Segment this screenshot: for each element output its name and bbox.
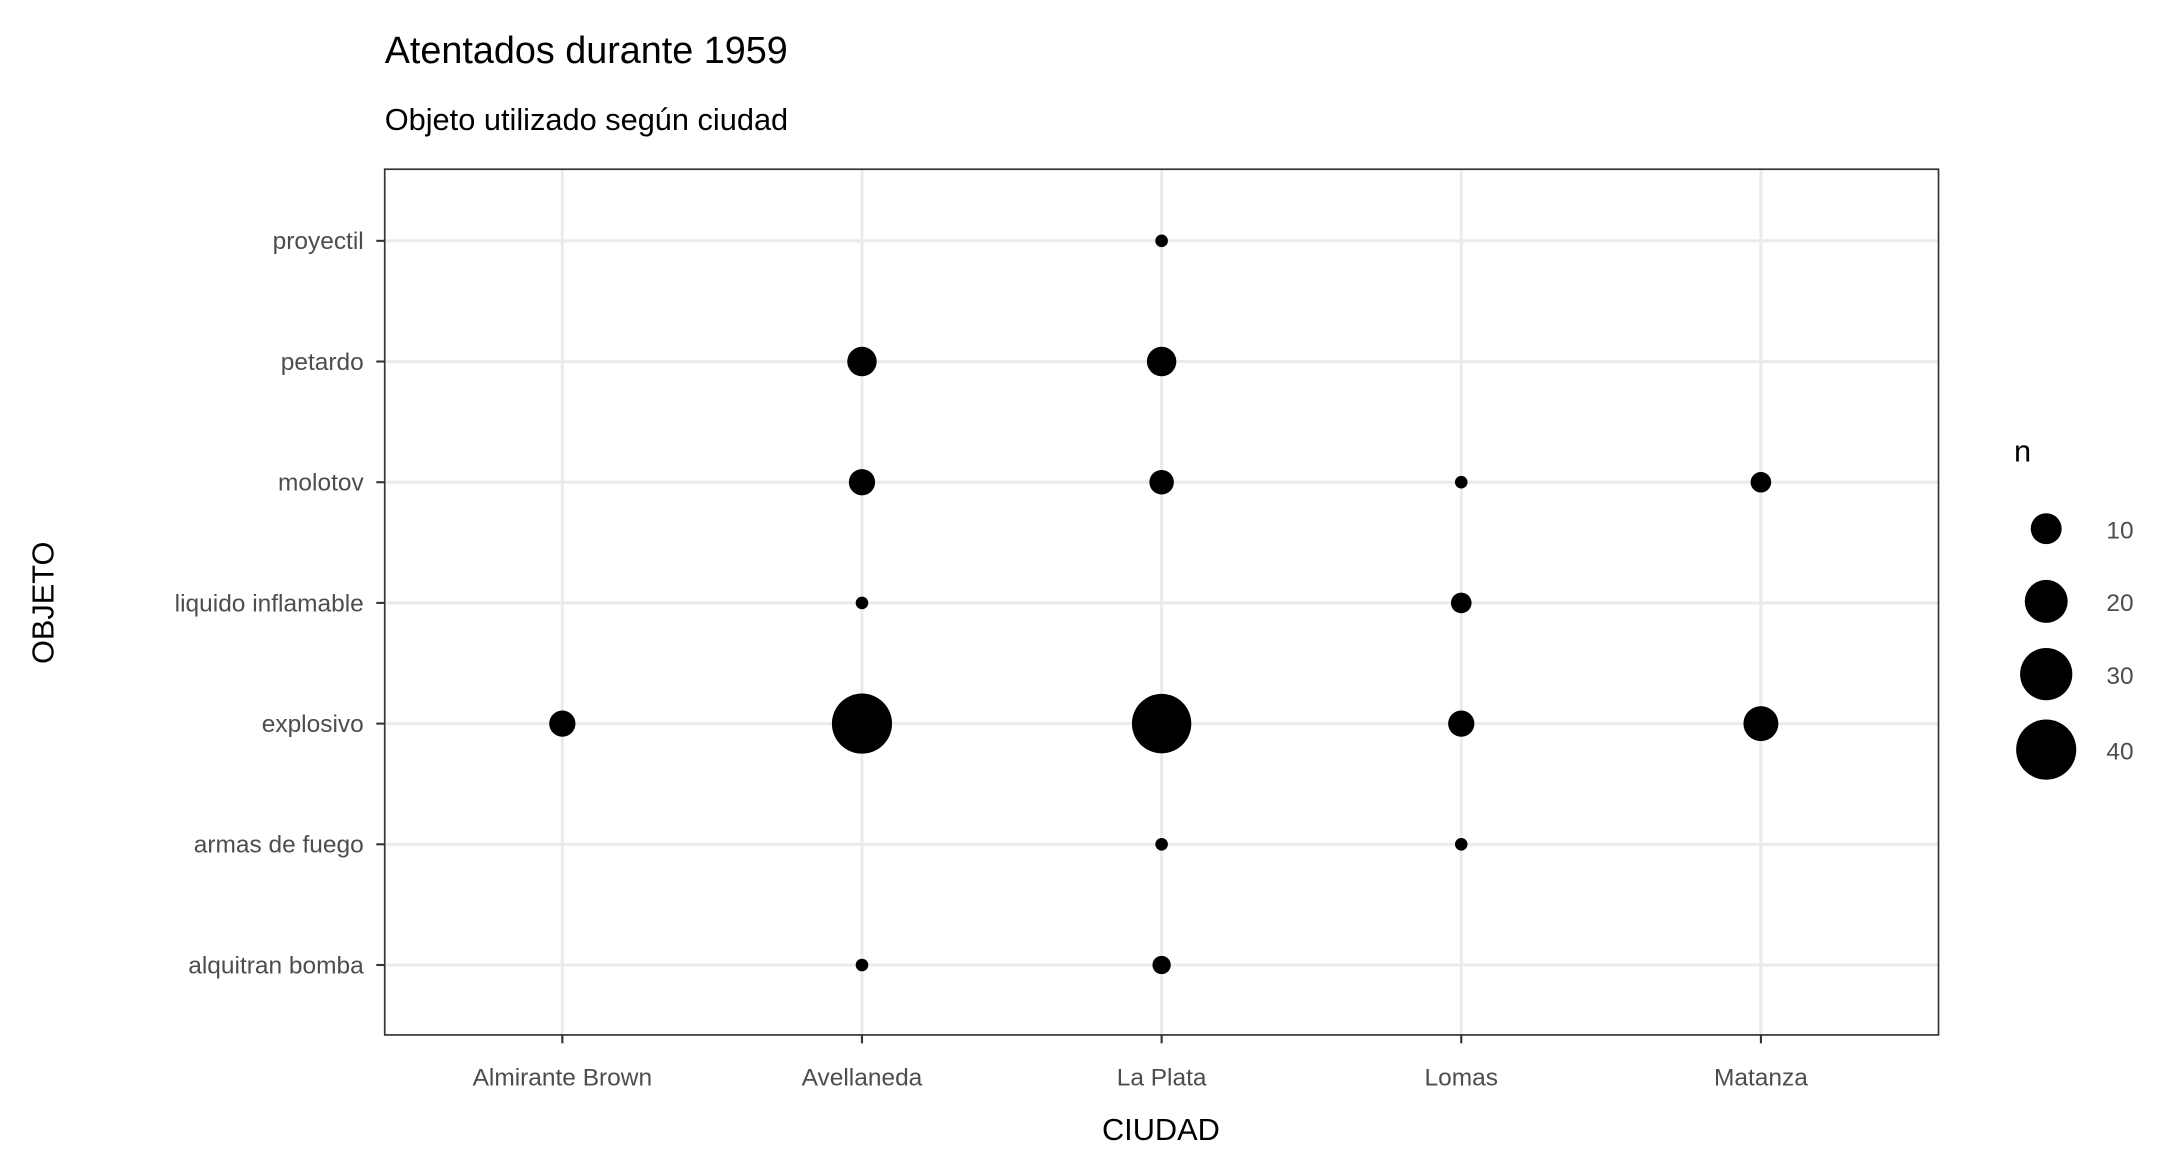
y-tick-label: liquido inflamable: [175, 590, 364, 617]
y-tick-label: molotov: [278, 470, 364, 497]
y-tick-label: proyectil: [273, 228, 364, 255]
x-axis-title: CIUDAD: [1102, 1112, 1220, 1147]
data-point: [1149, 469, 1174, 495]
chart-subtitle: Objeto utilizado según ciudad: [385, 102, 788, 137]
data-point: [549, 710, 576, 737]
y-axis-title: OBJETO: [25, 542, 60, 664]
points: [549, 234, 1779, 975]
y-tick-label: alquitran bomba: [188, 952, 364, 979]
legend-key: [2024, 579, 2068, 623]
data-point: [831, 693, 893, 754]
x-tick-label: Almirante Brown: [473, 1064, 653, 1091]
data-point: [1152, 955, 1171, 975]
legend-label: 40: [2106, 738, 2133, 765]
legend-label: 30: [2106, 663, 2133, 690]
data-point: [1743, 706, 1779, 742]
data-point: [855, 596, 869, 610]
legend-key: [2020, 647, 2073, 701]
grid: [384, 169, 1939, 1035]
x-tick-label: Avellaneda: [802, 1064, 923, 1091]
x-tick-label: La Plata: [1117, 1064, 1207, 1091]
size-legend: n 10 20 30 40: [2014, 434, 2134, 780]
legend-label: 10: [2106, 517, 2133, 544]
chart-title: Atentados durante 1959: [385, 30, 788, 72]
legend-label: 20: [2106, 590, 2133, 617]
legend-title: n: [2014, 434, 2031, 469]
legend-key: [2016, 719, 2077, 780]
data-point: [847, 346, 877, 377]
data-point: [1131, 693, 1192, 754]
x-tick-label: Lomas: [1425, 1064, 1498, 1091]
data-point: [1750, 471, 1772, 493]
data-point: [1155, 838, 1168, 851]
data-point: [1454, 475, 1468, 489]
data-point: [855, 958, 869, 972]
data-point: [848, 469, 876, 496]
data-point: [1448, 710, 1475, 737]
data-point: [1450, 592, 1472, 614]
legend-key: [2030, 513, 2062, 545]
x-axis: Almirante Brown Avellaneda La Plata Lomas Ma…: [473, 1034, 1808, 1091]
y-tick-label: armas de fuego: [194, 832, 364, 859]
data-point: [1155, 234, 1168, 248]
y-tick-label: explosivo: [262, 711, 364, 738]
y-tick-label: petardo: [281, 349, 364, 376]
y-axis: alquitran bomba armas de fuego explosivo li…: [175, 228, 385, 979]
data-point: [1454, 838, 1468, 851]
data-point: [1146, 346, 1177, 377]
x-tick-label: Matanza: [1714, 1064, 1808, 1091]
